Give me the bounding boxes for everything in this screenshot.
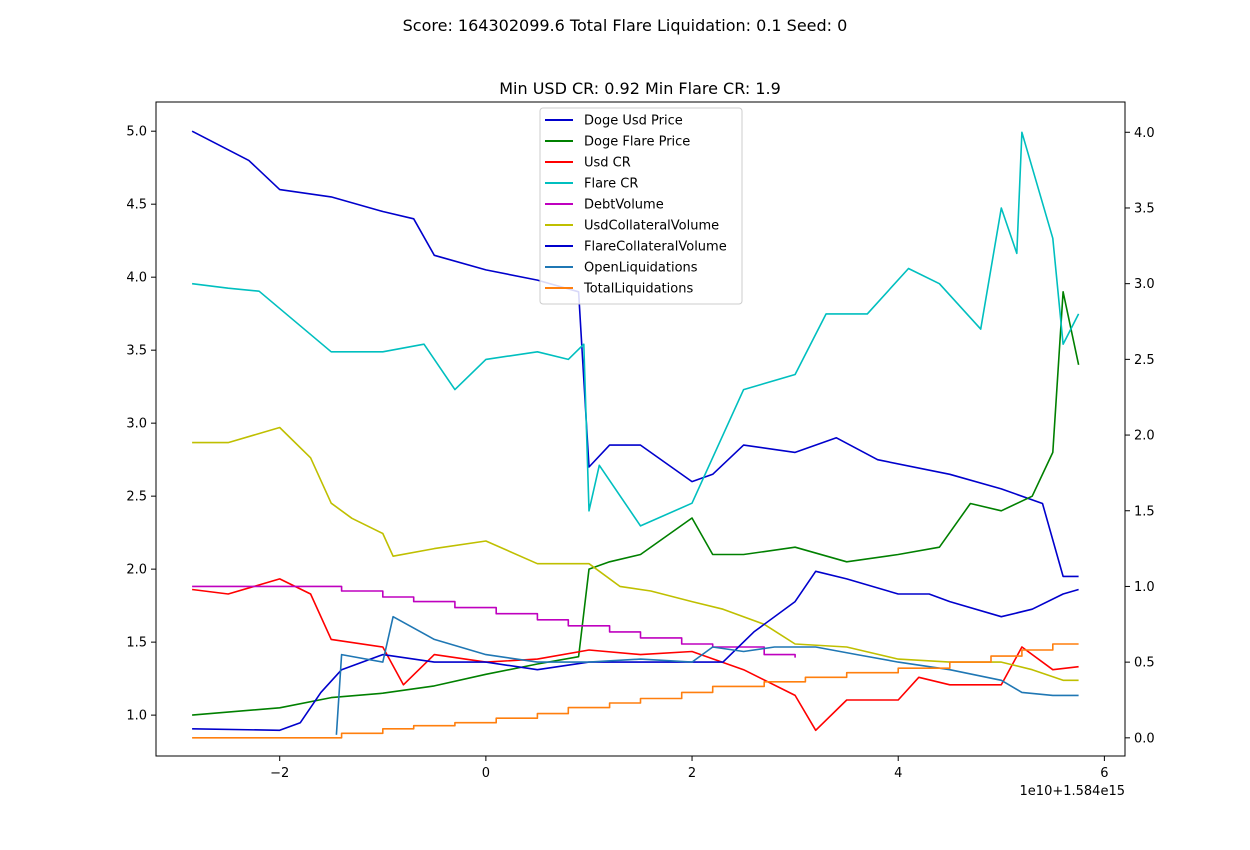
y-right-tick-label: 1.5 [1134,504,1155,519]
series-line-doge-flare-price [192,291,1080,716]
y-right-tick-label: 3.5 [1134,201,1155,216]
x-tick-label: 4 [894,766,902,781]
legend: Doge Usd Price Doge Flare Price Usd CR Flar… [539,107,743,305]
x-tick-label: 6 [1100,766,1108,781]
y-right-tick-label: 3.0 [1134,277,1155,292]
y-axis-right: 0.0 0.5 1.0 1.5 2.0 2.5 3.0 3.5 4.0 [1125,126,1155,746]
x-tick-label: 0 [482,766,490,781]
y-axis-left: 1.0 1.5 2.0 2.5 3.0 3.5 4.0 4.5 5.0 [126,125,156,724]
y-right-tick-label: 0.0 [1134,731,1155,746]
y-left-tick-label: 3.0 [126,417,147,432]
series-line-flarecollateralvolume [192,570,1079,732]
y-right-tick-label: 4.0 [1134,126,1155,141]
series-line-usd-cr [192,578,1079,732]
y-right-tick-label: 1.0 [1134,580,1155,595]
legend-label: OpenLiquidations [584,261,698,276]
plot-frame [155,101,1126,757]
y-left-tick-label: 1.0 [126,709,147,724]
legend-label: Doge Flare Price [584,135,690,150]
y-right-tick-label: 2.0 [1134,429,1155,444]
y-left-tick-label: 4.5 [126,198,147,213]
series-line-usdcollateralvolume [192,426,1079,682]
legend-label: Flare CR [584,177,638,192]
y-left-tick-label: 1.5 [126,636,147,651]
x-axis: −2 0 2 4 6 [270,756,1109,781]
chart-title: Min USD CR: 0.92 Min Flare CR: 1.9 [499,79,781,98]
x-offset-label: 1e10+1.584e15 [1020,784,1125,799]
y-right-tick-label: 2.5 [1134,353,1155,368]
legend-label: DebtVolume [584,198,664,213]
figure-suptitle: Score: 164302099.6 Total Flare Liquidati… [403,16,848,35]
x-tick-label: 2 [688,766,696,781]
legend-label: Doge Usd Price [584,114,683,129]
y-left-tick-label: 2.0 [126,563,147,578]
y-right-tick-label: 0.5 [1134,656,1155,671]
legend-label: Usd CR [584,156,631,171]
series-line-doge-usd-price [191,130,1079,578]
y-left-tick-label: 3.5 [126,344,147,359]
series-line-debtvolume [192,585,796,658]
y-left-tick-label: 4.0 [126,271,147,286]
legend-label: TotalLiquidations [583,282,693,297]
y-left-tick-label: 5.0 [126,125,147,140]
series-line-flare-cr [192,131,1080,527]
legend-label: FlareCollateralVolume [584,240,727,255]
plot-lines [191,130,1080,739]
y-left-tick-label: 2.5 [126,490,147,505]
series-line-openliquidations [335,615,1079,735]
series-line-totalliquidations [192,643,1079,739]
x-tick-label: −2 [270,766,289,781]
legend-label: UsdCollateralVolume [584,219,719,234]
legend-box [539,107,743,305]
